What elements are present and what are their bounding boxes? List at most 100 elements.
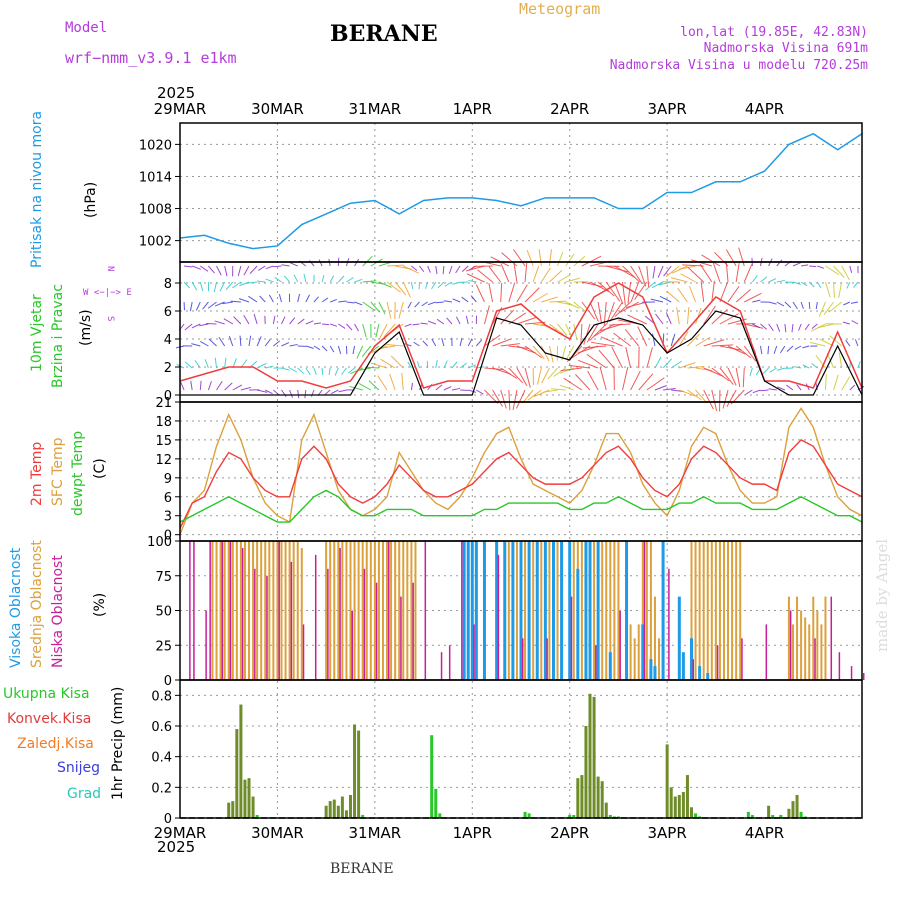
cloud-mid-bar	[402, 541, 405, 680]
wind-arrow	[703, 339, 725, 347]
cloud-mid-bar	[219, 541, 222, 680]
wind-arrow	[451, 387, 461, 391]
wind-arrow	[549, 270, 563, 283]
wind-arrow	[386, 281, 401, 293]
precip-bar	[580, 775, 584, 818]
wind-arrow	[516, 345, 537, 354]
cloud-mid-bar	[381, 541, 384, 680]
wind-arrow	[577, 359, 599, 369]
wind-arrow	[435, 301, 444, 304]
wind-arrow	[508, 367, 524, 384]
cloud-high-bar	[495, 541, 499, 680]
wind-arrow	[833, 374, 839, 391]
wind-arrow	[560, 367, 582, 372]
wind-arrow	[524, 345, 542, 359]
wind-arrow	[743, 264, 753, 283]
wind-arrow	[768, 388, 777, 391]
wind-arrow	[773, 345, 778, 354]
wind-arrow	[305, 367, 311, 376]
cloud-mid-bar	[694, 541, 697, 680]
wind-arrow	[191, 323, 201, 329]
cloud-high-bar	[681, 652, 685, 680]
wind-arrow	[459, 337, 463, 347]
wind-arrow	[600, 336, 623, 347]
wind-arrow	[614, 265, 636, 278]
wind-arrow	[297, 293, 301, 303]
wind-arrow	[356, 345, 364, 359]
wind-arrow	[817, 265, 825, 269]
wind-arrow	[767, 345, 770, 355]
cloud-mid-bar	[235, 541, 238, 680]
precip-bar	[608, 814, 612, 818]
wind-arrow	[407, 301, 412, 309]
wind-arrow	[581, 281, 603, 288]
cloud-low-bar	[595, 645, 597, 680]
y-tick-label: 15	[155, 434, 172, 449]
wind-arrow	[297, 367, 305, 374]
cloud-mid-bar	[373, 541, 376, 680]
wind-arrow	[536, 367, 542, 385]
wind-arrow	[711, 367, 730, 382]
wind-arrow	[735, 289, 751, 303]
cloud-mid-bar	[227, 541, 230, 680]
wind-arrow	[586, 323, 599, 343]
wind-arrow	[483, 305, 490, 325]
x-date-label-bottom: 4APR	[745, 824, 784, 842]
cloud-mid-bar	[601, 541, 604, 680]
wind-arrow	[368, 380, 380, 391]
wind-arrow	[540, 267, 551, 283]
wind-arrow	[329, 345, 335, 353]
wind-arrow	[321, 275, 325, 283]
wind-arrow	[714, 252, 729, 267]
wind-arrow	[699, 263, 713, 283]
wind-arrow	[346, 277, 354, 283]
wind-arrow	[791, 323, 794, 333]
x-date-label-top: 3APR	[648, 100, 687, 118]
wind-arrow	[589, 323, 607, 342]
cloud-low-bar	[830, 596, 833, 680]
precip-bar	[779, 814, 783, 818]
precip-bar	[332, 799, 336, 818]
cloud-mid-bar	[288, 541, 291, 680]
wind-arrow	[609, 323, 631, 326]
wind-arrow	[801, 264, 809, 267]
precip-bar	[690, 807, 693, 818]
cloud-mid-bar	[507, 541, 510, 680]
y-tick-label: 0	[164, 812, 172, 827]
cloud-high-bar	[653, 666, 657, 680]
cloud-mid-bar	[727, 541, 730, 680]
wind-arrow	[719, 313, 739, 325]
y-tick-label: 100	[147, 535, 172, 550]
cloud-low-bar	[205, 610, 207, 680]
wind-arrow	[199, 281, 204, 292]
wind-arrow	[516, 389, 526, 409]
wind-arrow	[701, 254, 721, 267]
cloud-high-bar	[608, 652, 612, 680]
cloud-mid-bar	[824, 596, 827, 680]
wind-arrow	[634, 281, 648, 300]
wind-gust-line	[179, 282, 863, 389]
wind-arrow	[582, 345, 607, 349]
cloud-mid-bar	[349, 541, 352, 680]
cloud-high-bar	[576, 568, 580, 680]
wind-arrow	[477, 269, 493, 283]
wind-arrow	[513, 249, 526, 267]
cloud-mid-bar	[637, 624, 640, 680]
wind-arrow	[224, 357, 227, 369]
cloud-mid-bar	[812, 596, 815, 680]
wind-arrow	[398, 301, 404, 319]
wind-arrow	[666, 290, 680, 303]
wind-arrow	[776, 301, 785, 307]
wind-arrow	[378, 323, 388, 340]
cloud-mid-bar	[572, 541, 575, 680]
wind-arrow	[184, 323, 193, 331]
wind-speed-line	[180, 310, 863, 396]
wind-arrow	[624, 329, 640, 347]
cloud-low-bar	[327, 568, 329, 680]
wind-arrow	[401, 373, 404, 391]
wind-arrow	[305, 294, 311, 303]
wind-arrow	[794, 345, 802, 350]
wind-arrow	[553, 367, 566, 377]
wind-arrow	[228, 336, 234, 347]
cloud-high-bar	[511, 541, 515, 680]
